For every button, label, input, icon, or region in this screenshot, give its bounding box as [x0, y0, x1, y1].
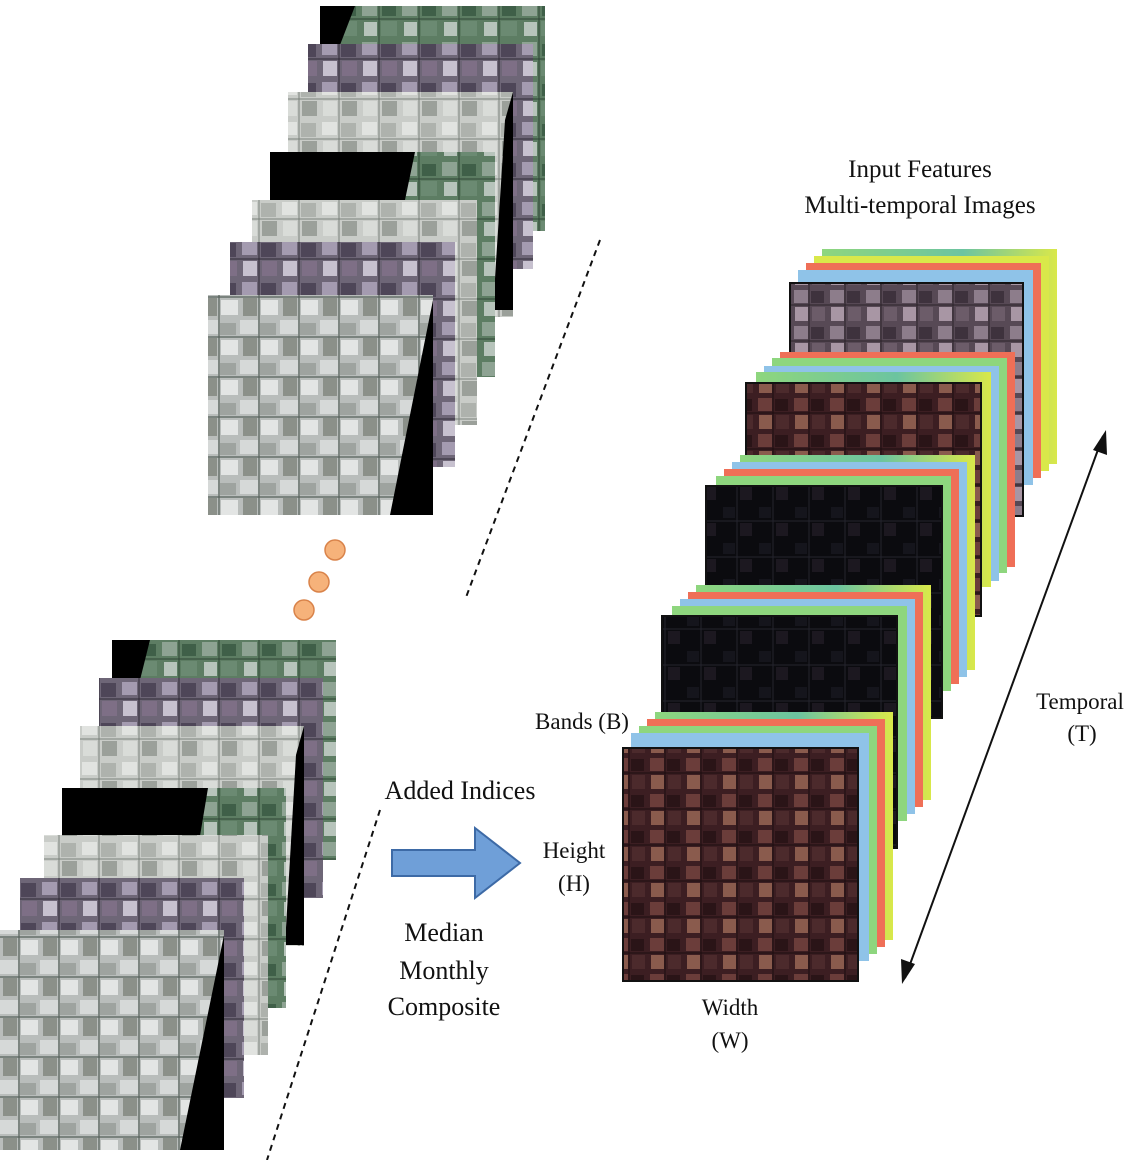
bands-label: Bands (B) [535, 709, 629, 734]
temporal-axis-line [904, 435, 1104, 979]
width-label-line-1: Width [702, 995, 759, 1020]
dashed-separator-top [464, 239, 601, 601]
temporal-arrowhead-bottom [901, 959, 915, 984]
temporal-label-line-2: (T) [1067, 721, 1096, 746]
composite-arrow [391, 825, 522, 901]
ellipsis-dot [293, 599, 315, 621]
composite-label-line-2: Monthly [399, 956, 489, 985]
stack-bottom-image-7 [0, 930, 224, 1150]
temporal-arrowhead-top [1093, 430, 1107, 455]
top-image-stack [208, 6, 545, 515]
width-label-line-2: (W) [711, 1028, 748, 1053]
feature-stack-5 [622, 712, 893, 982]
ellipsis-dots [293, 539, 346, 621]
added-indices-label: Added Indices [385, 776, 536, 805]
height-label-line-1: Height [543, 838, 606, 863]
temporal-label-line-1: Temporal [1036, 689, 1124, 714]
composite-label-line-1: Median [404, 918, 483, 947]
ellipsis-dot [308, 571, 330, 593]
title-line-1: Input Features [848, 156, 992, 183]
bottom-image-stack [0, 640, 336, 1150]
height-label-line-2: (H) [558, 871, 590, 896]
rgb-image-layer [622, 747, 859, 982]
stack-top-image-7 [208, 295, 433, 515]
title-line-2: Multi-temporal Images [804, 192, 1035, 219]
ellipsis-dot [324, 539, 346, 561]
composite-label-line-3: Composite [388, 992, 501, 1021]
